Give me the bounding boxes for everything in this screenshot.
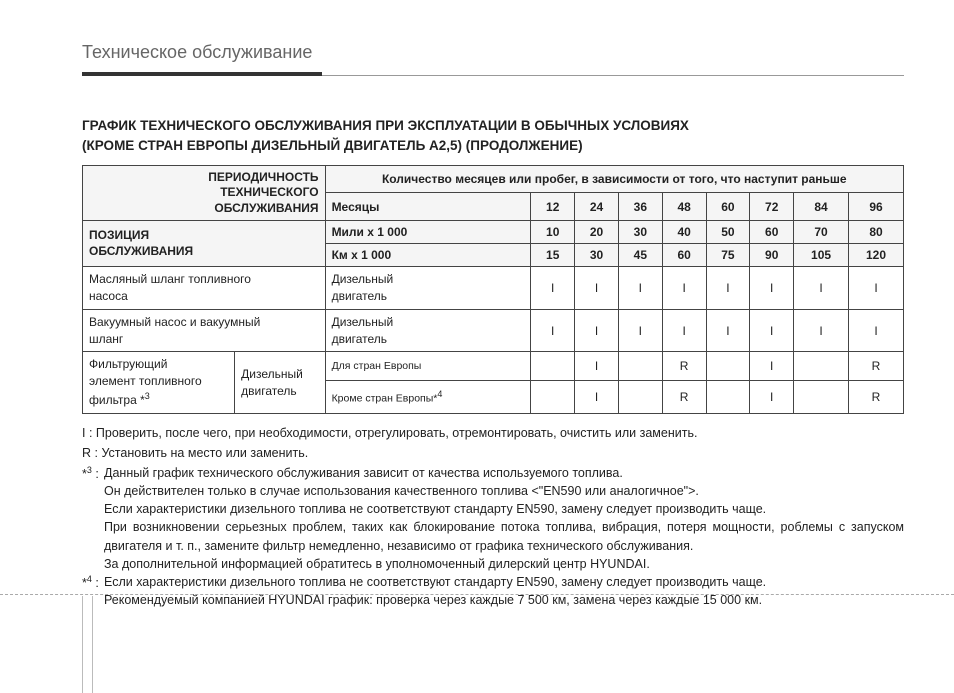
row0-v6: I [794, 267, 849, 310]
table-row: Масляный шланг топливногонасоса Дизельны… [83, 267, 904, 310]
months-label: Месяцы [325, 193, 531, 221]
row1-v3: I [662, 309, 706, 352]
months-v1: 24 [575, 193, 619, 221]
fr1-v1: I [575, 381, 619, 414]
km-v7: 120 [849, 244, 904, 267]
filter-label: Фильтрующийэлемент топливногофильтра *3 [83, 352, 235, 413]
periodicity-header: ПЕРИОДИЧНОСТЬТЕХНИЧЕСКОГООБСЛУЖИВАНИЯ [83, 165, 326, 221]
months-v3: 48 [662, 193, 706, 221]
miles-v3: 40 [662, 221, 706, 244]
fr1-v6 [794, 381, 849, 414]
fr0-v3: R [662, 352, 706, 381]
months-v4: 60 [706, 193, 750, 221]
months-v7: 96 [849, 193, 904, 221]
miles-v5: 60 [750, 221, 794, 244]
row0-v1: I [575, 267, 619, 310]
miles-v7: 80 [849, 221, 904, 244]
fr1-v5: I [750, 381, 794, 414]
row1-v0: I [531, 309, 575, 352]
row1-v4: I [706, 309, 750, 352]
fr0-v6 [794, 352, 849, 381]
row1-label: Вакуумный насос и вакуумныйшланг [83, 309, 326, 352]
table-top-header: Количество месяцев или пробег, в зависим… [325, 165, 903, 193]
fr1-v3: R [662, 381, 706, 414]
miles-v6: 70 [794, 221, 849, 244]
title-line-2: (КРОМЕ СТРАН ЕВРОПЫ ДИЗЕЛЬНЫЙ ДВИГАТЕЛЬ … [82, 136, 904, 156]
header-accent-bar [82, 72, 322, 76]
title-line-1: ГРАФИК ТЕХНИЧЕСКОГО ОБСЛУЖИВАНИЯ ПРИ ЭКС… [82, 116, 904, 136]
row0-v2: I [618, 267, 662, 310]
fr1-v7: R [849, 381, 904, 414]
months-v0: 12 [531, 193, 575, 221]
legend-R: R : Установить на место или заменить. [82, 444, 904, 462]
page-fold-dashed-line [0, 594, 954, 595]
row1-v1: I [575, 309, 619, 352]
table-row: Вакуумный насос и вакуумныйшланг Дизельн… [83, 309, 904, 352]
miles-v2: 30 [618, 221, 662, 244]
fr1-v0 [531, 381, 575, 414]
page-header: Техническое обслуживание [82, 42, 904, 63]
fr1-v4 [706, 381, 750, 414]
row0-v3: I [662, 267, 706, 310]
legend-I: I : Проверить, после чего, при необходим… [82, 424, 904, 442]
row1-v7: I [849, 309, 904, 352]
months-v5: 72 [750, 193, 794, 221]
km-v4: 75 [706, 244, 750, 267]
filter-region-0: Для стран Европы [325, 352, 531, 381]
miles-v0: 10 [531, 221, 575, 244]
row0-engine: Дизельныйдвигатель [325, 267, 531, 310]
fr0-v4 [706, 352, 750, 381]
km-v2: 45 [618, 244, 662, 267]
margin-rule-2 [92, 596, 93, 693]
km-label: Км x 1 000 [325, 244, 531, 267]
margin-rule-1 [82, 596, 83, 693]
miles-label: Мили x 1 000 [325, 221, 531, 244]
km-v6: 105 [794, 244, 849, 267]
row0-label: Масляный шланг топливногонасоса [83, 267, 326, 310]
filter-engine: Дизельныйдвигатель [235, 352, 325, 413]
fr0-v7: R [849, 352, 904, 381]
fr0-v0 [531, 352, 575, 381]
fr0-v1: I [575, 352, 619, 381]
km-v5: 90 [750, 244, 794, 267]
km-v3: 60 [662, 244, 706, 267]
fr0-v2 [618, 352, 662, 381]
footnotes: I : Проверить, после чего, при необходим… [82, 424, 904, 609]
main-heading: ГРАФИК ТЕХНИЧЕСКОГО ОБСЛУЖИВАНИЯ ПРИ ЭКС… [82, 116, 904, 157]
row0-v4: I [706, 267, 750, 310]
row1-engine: Дизельныйдвигатель [325, 309, 531, 352]
row0-v0: I [531, 267, 575, 310]
km-v0: 15 [531, 244, 575, 267]
months-v2: 36 [618, 193, 662, 221]
fr0-v5: I [750, 352, 794, 381]
position-header: ПОЗИЦИЯОБСЛУЖИВАНИЯ [83, 221, 326, 267]
miles-v4: 50 [706, 221, 750, 244]
table-row: Фильтрующийэлемент топливногофильтра *3 … [83, 352, 904, 381]
footnote-3: *3 : Данный график технического обслужив… [82, 464, 904, 573]
filter-region-1: Кроме стран Европы*4 [325, 381, 531, 414]
footnote-4: *4 : Если характеристики дизельного топл… [82, 573, 904, 609]
fr1-v2 [618, 381, 662, 414]
miles-v1: 20 [575, 221, 619, 244]
row1-v2: I [618, 309, 662, 352]
months-v6: 84 [794, 193, 849, 221]
maintenance-table: ПЕРИОДИЧНОСТЬТЕХНИЧЕСКОГООБСЛУЖИВАНИЯ Ко… [82, 165, 904, 414]
km-v1: 30 [575, 244, 619, 267]
row1-v5: I [750, 309, 794, 352]
header-row-miles: ПОЗИЦИЯОБСЛУЖИВАНИЯ Мили x 1 000 10 20 3… [83, 221, 904, 244]
row1-v6: I [794, 309, 849, 352]
row0-v5: I [750, 267, 794, 310]
row0-v7: I [849, 267, 904, 310]
